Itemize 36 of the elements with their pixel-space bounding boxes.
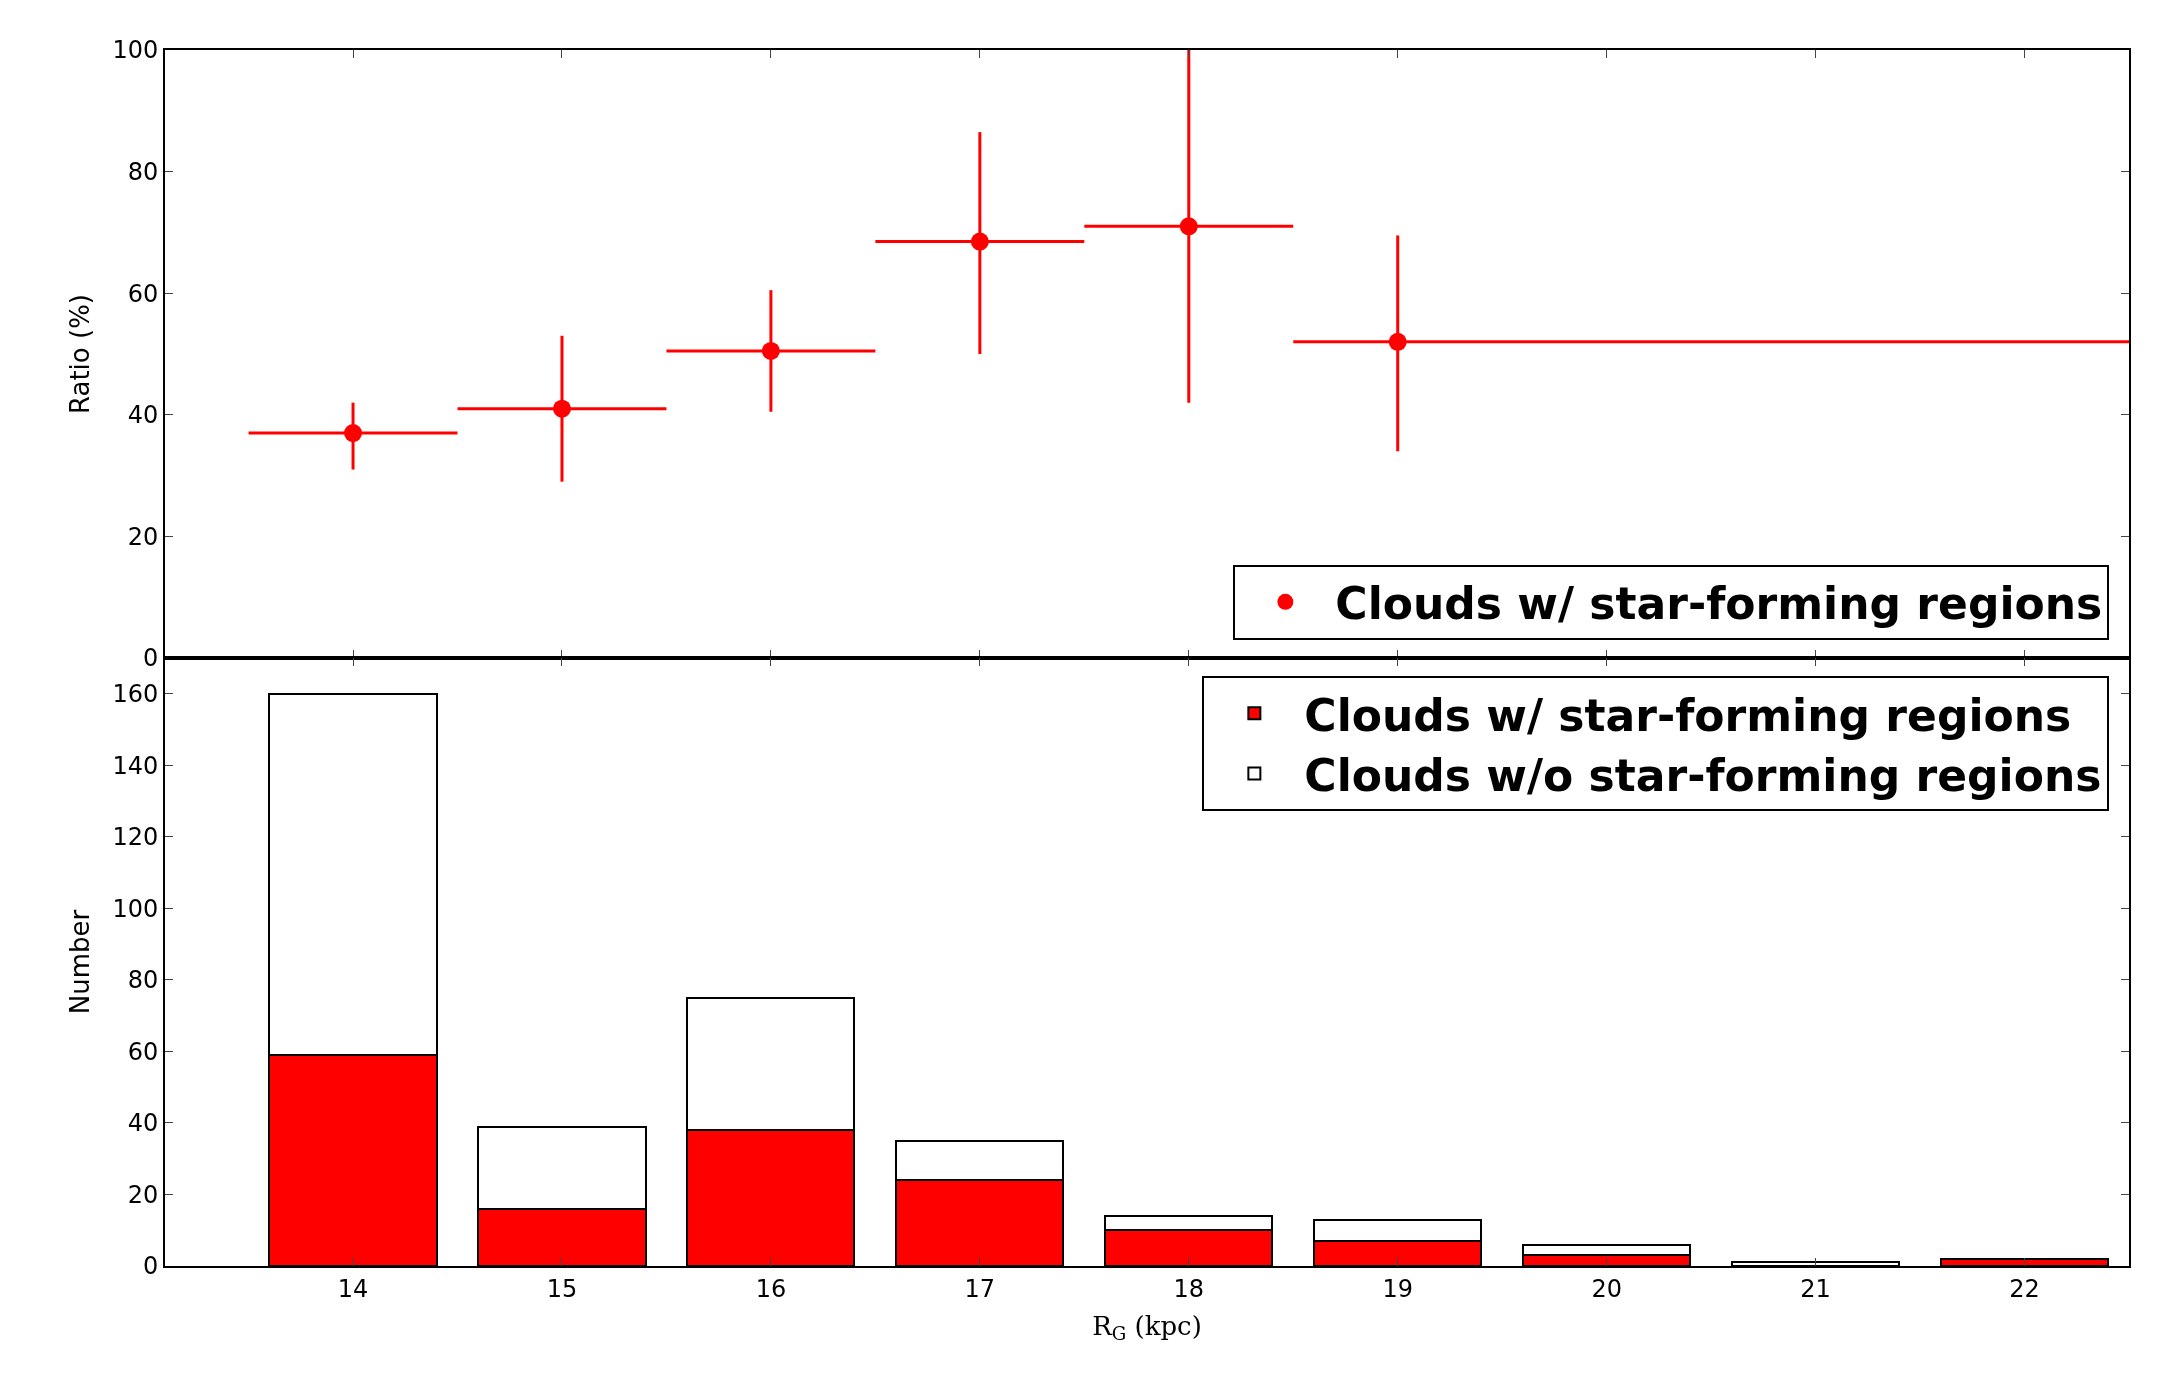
- y-tick-label: 0: [142, 644, 159, 673]
- legend-label: Clouds w/o star-forming regions: [1304, 749, 2102, 801]
- x-tick-label: 22: [2009, 1274, 2040, 1303]
- point: [344, 424, 363, 443]
- x-tick-label: 15: [546, 1274, 578, 1303]
- y-tick-label: 100: [112, 36, 159, 65]
- y-tick-label: 80: [127, 158, 159, 186]
- x-tick-label: 17: [964, 1274, 996, 1303]
- y-tick-label: 160: [112, 680, 159, 709]
- x-tick-label: 18: [1173, 1274, 1205, 1303]
- y-tick-label: 40: [127, 401, 159, 430]
- y-tick-label: 100: [112, 894, 159, 923]
- point: [1388, 332, 1407, 351]
- point: [1179, 217, 1198, 236]
- y-tick-label: 140: [112, 751, 159, 780]
- x-tick-label: 19: [1382, 1274, 1413, 1303]
- point: [761, 341, 780, 360]
- y-tick-label: 60: [127, 279, 159, 308]
- y-tick-label: 80: [127, 966, 159, 995]
- x-tick-label: 20: [1591, 1274, 1622, 1303]
- legend-label: Clouds w/ star-forming regions: [1335, 578, 2103, 630]
- point: [970, 232, 989, 251]
- x-tick-label: 16: [755, 1274, 787, 1303]
- y-tick-label: 40: [127, 1109, 159, 1138]
- x-tick-label: 14: [337, 1274, 369, 1303]
- y-tick-label: 20: [127, 522, 159, 551]
- x-axis-title: R$_{G}$ (kpc): [1092, 1311, 1202, 1345]
- y-tick-label: 120: [112, 823, 159, 852]
- x-tick-label: 21: [1800, 1274, 1831, 1303]
- legend-label: Clouds w/ star-forming regions: [1304, 689, 2072, 741]
- point: [552, 399, 571, 418]
- y-tick-label: 0: [142, 1252, 159, 1281]
- y-axis-title: Ratio (%): [65, 293, 96, 415]
- y-tick-label: 20: [127, 1180, 159, 1209]
- y-axis-title: Number: [65, 909, 96, 1015]
- y-tick-label: 60: [127, 1037, 159, 1066]
